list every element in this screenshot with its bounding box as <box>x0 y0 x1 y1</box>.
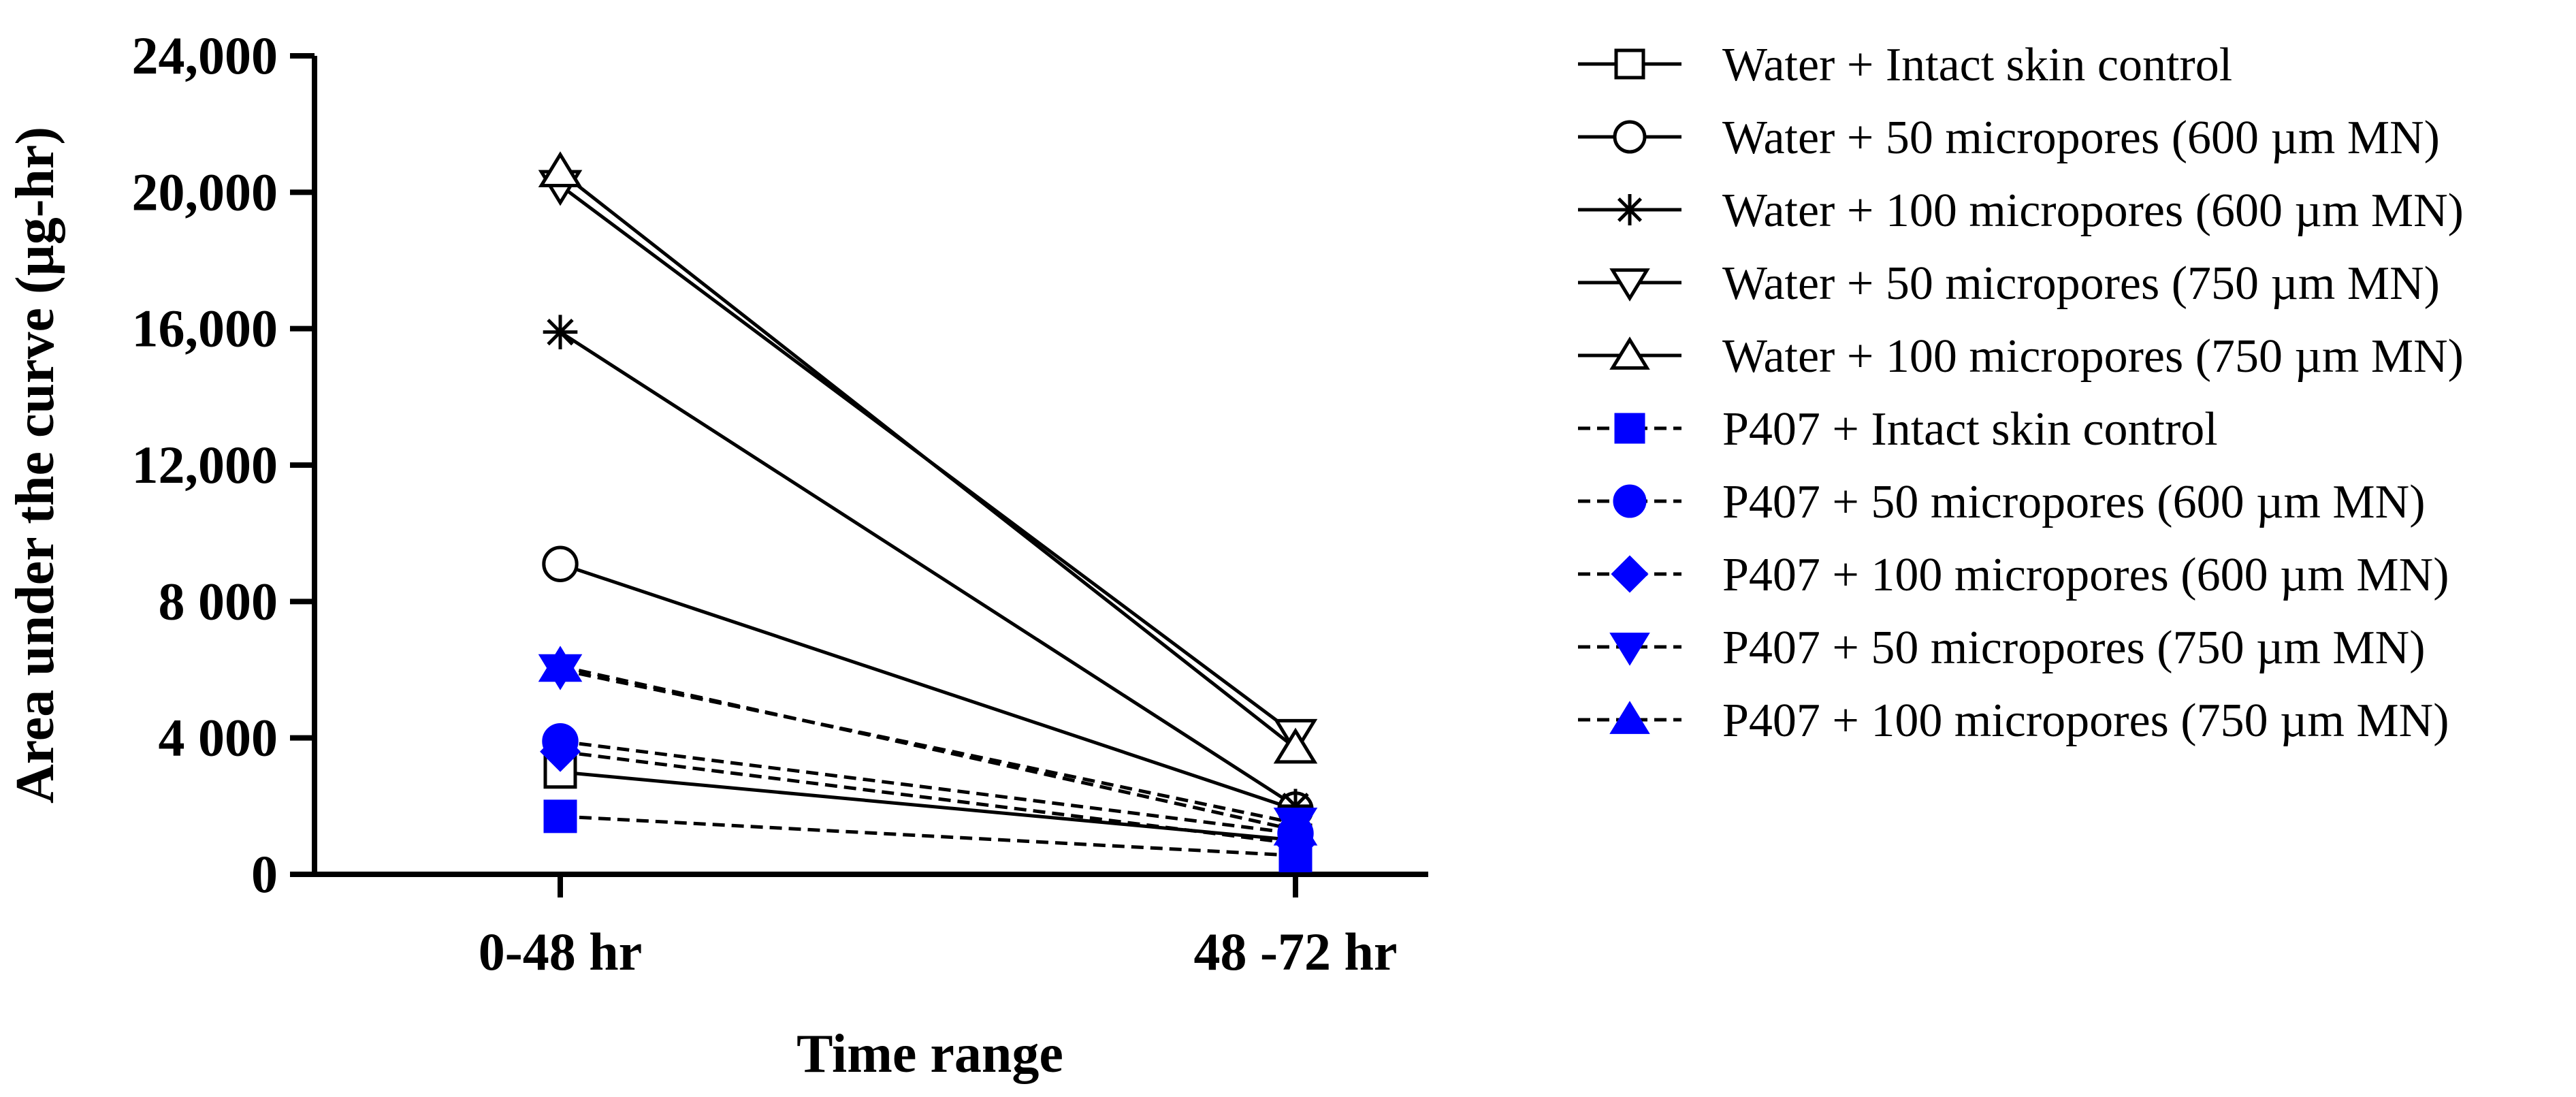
series-line <box>559 330 1297 808</box>
legend-label: P407 + Intact skin control <box>1722 403 2218 456</box>
data-point-marker <box>540 731 581 772</box>
legend-item: Water + 100 micropores (750 µm MN) <box>1578 330 2464 383</box>
y-axis-title: Area under the curve (µg-hr) <box>5 127 65 804</box>
legend-item: P407 + 100 micropores (600 µm MN) <box>1578 549 2449 601</box>
legend-item: Water + 50 micropores (750 µm MN) <box>1578 257 2440 310</box>
legend-item: Water + 100 micropores (600 µm MN) <box>1578 185 2464 237</box>
legend-item: Water + Intact skin control <box>1578 39 2232 91</box>
legend-item: P407 + Intact skin control <box>1578 403 2218 456</box>
x-axis-title: Time range <box>796 1024 1063 1084</box>
series-line <box>559 170 1297 750</box>
x-tick-label: 0-48 hr <box>479 922 642 981</box>
legend-item: P407 + 50 micropores (600 µm MN) <box>1578 476 2426 528</box>
legend-marker <box>1613 484 1647 518</box>
data-point-marker <box>543 315 578 349</box>
series-line <box>560 665 1296 832</box>
legend-label: P407 + 100 micropores (750 µm MN) <box>1722 695 2449 747</box>
series-line <box>560 750 1296 846</box>
series-line <box>560 562 1296 812</box>
y-tick-label: 24,000 <box>132 26 278 85</box>
legend-marker <box>1611 555 1649 593</box>
legend-marker <box>1613 120 1647 154</box>
legend-label: P407 + 100 micropores (600 µm MN) <box>1722 549 2449 601</box>
data-point-marker <box>542 545 579 582</box>
legend-item: Water + 50 micropores (600 µm MN) <box>1578 112 2440 164</box>
data-point-marker <box>1273 727 1318 764</box>
x-tick-label: 48 -72 hr <box>1194 922 1398 981</box>
series-markers <box>538 151 1318 872</box>
plot-area: 0 4 000 8 000 12,000 16,000 20,000 24,000 0-48… <box>132 26 1428 981</box>
series-line <box>560 668 1296 825</box>
legend-label: P407 + 50 micropores (600 µm MN) <box>1722 476 2426 528</box>
legend-marker <box>1614 194 1645 225</box>
data-point-marker <box>543 799 577 833</box>
legend-label: Water + 50 micropores (750 µm MN) <box>1722 257 2440 310</box>
y-tick-label: 4 000 <box>159 708 278 767</box>
legend-marker <box>1614 48 1645 80</box>
legend-marker <box>1609 336 1650 370</box>
legend-label: Water + 100 micropores (600 µm MN) <box>1722 185 2464 237</box>
legend-item: P407 + 100 micropores (750 µm MN) <box>1578 695 2449 747</box>
data-point-marker <box>538 151 583 188</box>
series-line <box>560 740 1296 836</box>
legend-item: P407 + 50 micropores (750 µm MN) <box>1578 622 2426 674</box>
y-tick-label: 16,000 <box>132 299 278 358</box>
legend-label: Water + Intact skin control <box>1722 39 2232 91</box>
data-point-marker <box>538 646 583 682</box>
x-ticks: 0-48 hr 48 -72 hr <box>479 874 1398 981</box>
y-ticks: 0 4 000 8 000 12,000 16,000 20,000 24,000 <box>132 26 315 904</box>
data-point-marker <box>1273 809 1318 846</box>
series-line <box>560 814 1296 857</box>
legend-label: Water + 100 micropores (750 µm MN) <box>1722 330 2464 383</box>
legend-marker <box>1614 413 1645 444</box>
series-lines <box>559 170 1297 857</box>
legend: Water + Intact skin control Water + 50 mi… <box>1578 39 2464 747</box>
y-tick-label: 8 000 <box>159 571 278 631</box>
y-tick-label: 12,000 <box>132 435 278 494</box>
legend-marker <box>1609 633 1650 666</box>
y-tick-label: 20,000 <box>132 162 278 221</box>
legend-marker <box>1609 701 1650 734</box>
legend-marker <box>1609 268 1650 302</box>
legend-label: P407 + 50 micropores (750 µm MN) <box>1722 622 2426 674</box>
legend-label: Water + 50 micropores (600 µm MN) <box>1722 112 2440 164</box>
y-tick-label: 0 <box>251 844 278 904</box>
